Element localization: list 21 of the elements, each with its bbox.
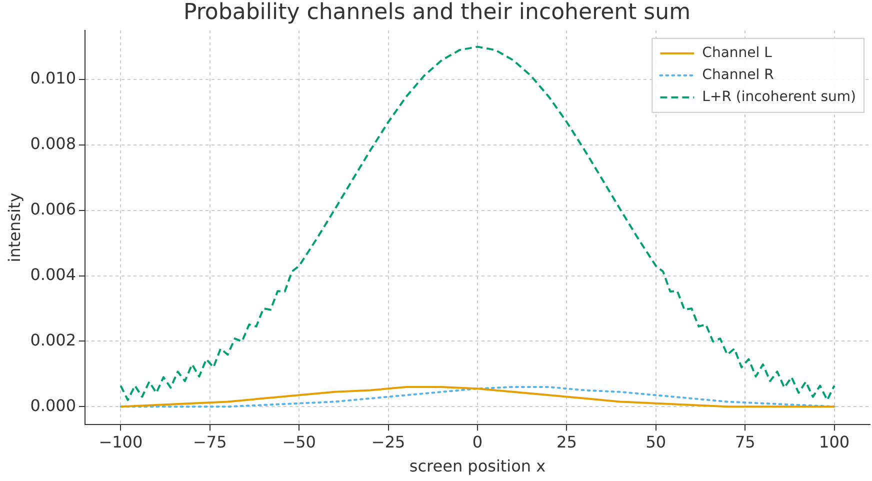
x-tick-label: 25 — [556, 432, 577, 452]
y-tick-label: 0.010 — [30, 68, 76, 88]
legend-label: L+R (incoherent sum) — [702, 89, 856, 106]
x-tick-label: −50 — [282, 432, 316, 452]
y-axis-title: intensity — [4, 192, 24, 262]
legend-label: Channel L — [702, 45, 772, 62]
x-tick-label: 0 — [472, 432, 483, 452]
y-tick-label: 0.006 — [30, 199, 76, 218]
y-tick-label: 0.004 — [30, 264, 76, 284]
x-axis-title: screen position x — [409, 456, 546, 476]
x-tick-label: −25 — [371, 432, 406, 452]
x-tick-label: 50 — [646, 432, 666, 452]
y-tick-label: 0.002 — [30, 330, 76, 350]
x-tick-label: −75 — [193, 432, 227, 452]
x-tick-label: 75 — [734, 432, 756, 452]
x-tick-label: −100 — [98, 432, 143, 452]
y-tick-label: 0.000 — [30, 396, 76, 415]
x-tick-label: 100 — [819, 432, 850, 452]
y-tick-label: 0.008 — [30, 134, 76, 154]
chart-title: Probability channels and their incoherent sum — [183, 0, 691, 25]
legend-label: Channel R — [702, 67, 774, 84]
